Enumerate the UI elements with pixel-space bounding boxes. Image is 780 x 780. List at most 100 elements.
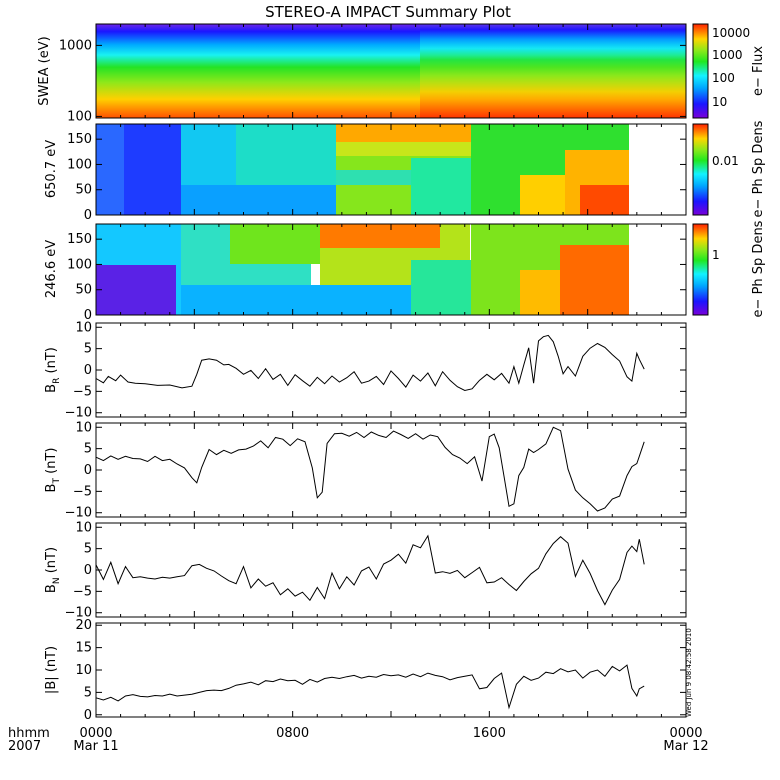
bmag-series-line xyxy=(95,664,645,710)
y-tick-label: 5 xyxy=(84,342,92,357)
y-tick-label: −10 xyxy=(65,506,92,521)
y-tick-label: 150 xyxy=(67,232,92,247)
swea-colorbar-tick: 10000 xyxy=(712,26,750,40)
pad650-colorbar-tick: 0.01 xyxy=(712,154,739,168)
pad246-heatmap xyxy=(96,224,629,315)
bt-ylabel-sub: T xyxy=(52,478,62,485)
y-tick-label: −5 xyxy=(73,484,92,499)
bn-ylabel-main: B xyxy=(44,584,59,593)
swea-colorbar xyxy=(692,23,709,119)
pad650-colorbar-label: e− Ph Sp Dens xyxy=(751,120,766,217)
swea-colorbar-tick: 1000 xyxy=(712,48,743,62)
pad246-colorbar-label: e− Ph Sp Dens xyxy=(751,220,766,317)
swea-panel: 100 1000 SWEA (eV) 10000 1000 100 10 e− F… xyxy=(37,23,766,124)
x-tick-label: 0800 xyxy=(276,726,309,741)
x-tick-label: 0000 xyxy=(669,726,702,741)
pad650-block xyxy=(96,124,124,215)
y-tick-label: 100 xyxy=(67,257,92,272)
y-tick-label: −10 xyxy=(65,406,92,421)
y-tick-label: −10 xyxy=(65,606,92,621)
pad650-block xyxy=(336,170,411,185)
br-ylabel-main: B xyxy=(44,384,59,393)
y-tick-label: 10 xyxy=(75,420,92,435)
pad650-panel: 0 50 100 150 650.7 eV 0.01 e− Ph Sp Dens xyxy=(44,120,766,223)
bn-ylabel: BN (nT) xyxy=(44,547,62,593)
br-ylabel: BR (nT) xyxy=(44,347,62,393)
y-tick-label: 10 xyxy=(75,520,92,535)
y-tick-label: −5 xyxy=(73,384,92,399)
y-tick-label: 20 xyxy=(75,618,92,633)
pad246-colorbar-tick: 1 xyxy=(712,248,720,262)
y-tick-label: 50 xyxy=(75,283,92,298)
pad650-block xyxy=(336,124,471,142)
swea-y-axis: 100 1000 xyxy=(59,38,686,124)
pad246-block xyxy=(560,245,629,315)
bn-ylabel-sub: N xyxy=(52,577,62,584)
y-tick-label: 10 xyxy=(75,320,92,335)
pad650-y-axis: 0 50 100 150 xyxy=(67,132,686,223)
pad650-block xyxy=(336,142,471,156)
y-tick-label: −5 xyxy=(73,584,92,599)
y-tick-label: 5 xyxy=(84,542,92,557)
y-tick-label: 1000 xyxy=(59,38,92,53)
swea-colorbar-label: e− Flux xyxy=(751,46,766,96)
y-tick-label: 0 xyxy=(84,208,92,223)
br-series-line xyxy=(95,334,645,392)
y-tick-label: 100 xyxy=(67,157,92,172)
pad246-block xyxy=(230,224,320,264)
pad246-panel: 0 50 100 150 246.6 eV 1 e− Ph Sp Dens xyxy=(44,220,766,323)
y-tick-label: 5 xyxy=(84,442,92,457)
plot-title: STEREO-A IMPACT Summary Plot xyxy=(265,3,511,21)
bt-ylabel: BT (nT) xyxy=(44,448,62,493)
y-tick-label: 10 xyxy=(75,663,92,678)
pad246-block xyxy=(181,285,411,315)
y-tick-label: 5 xyxy=(84,685,92,700)
y-tick-label: 50 xyxy=(75,183,92,198)
x-tick-date-label: Mar 11 xyxy=(73,739,118,754)
generation-timestamp: Wed Jun 9 08:42:58 2010 xyxy=(685,628,693,717)
y-tick-label: 0 xyxy=(84,708,92,723)
pad246-y-axis: 0 50 100 150 xyxy=(67,232,686,323)
time-axis-ticks xyxy=(95,24,687,717)
bn-series-line xyxy=(95,534,645,606)
y-tick-label: 15 xyxy=(75,641,92,656)
x-tick-label: 1600 xyxy=(473,726,506,741)
br-ylabel-unit: (nT) xyxy=(44,347,59,377)
pad650-heatmap xyxy=(96,124,629,215)
time-row1-label: hhmm xyxy=(8,726,50,741)
br-frame xyxy=(95,322,687,418)
bt-ylabel-main: B xyxy=(44,484,59,493)
bt-series-line xyxy=(95,426,645,512)
swea-ylabel: SWEA (eV) xyxy=(37,36,52,105)
pad650-colorbar xyxy=(692,123,709,216)
time-row2-label: 2007 xyxy=(8,739,41,754)
bmag-ylabel: |B| (nT) xyxy=(44,646,59,694)
pad650-block xyxy=(411,158,471,215)
br-ylabel-sub: R xyxy=(52,378,62,384)
swea-colorbar-tick: 100 xyxy=(712,71,735,85)
bn-frame xyxy=(95,522,687,618)
y-tick-label: 0 xyxy=(84,308,92,323)
pad246-block xyxy=(96,265,176,315)
swea-heatmap-late xyxy=(420,24,686,118)
bt-ylabel-unit: (nT) xyxy=(44,448,59,478)
y-tick-label: 0 xyxy=(84,463,92,478)
y-tick-label: 0 xyxy=(84,363,92,378)
x-tick-date-label: Mar 12 xyxy=(663,739,708,754)
pad246-block xyxy=(411,260,471,315)
pad246-ylabel: 246.6 eV xyxy=(44,240,59,298)
pad246-block xyxy=(320,224,440,248)
y-tick-label: 0 xyxy=(84,563,92,578)
x-tick-label: 0000 xyxy=(79,726,112,741)
bt-frame xyxy=(95,422,687,518)
swea-colorbar-tick: 10 xyxy=(712,95,727,109)
pad650-ylabel: 650.7 eV xyxy=(44,140,59,198)
pad246-colorbar xyxy=(692,223,709,316)
y-tick-label: 100 xyxy=(67,109,92,124)
bn-ylabel-unit: (nT) xyxy=(44,547,59,577)
y-tick-label: 150 xyxy=(67,132,92,147)
line-panel-series xyxy=(95,334,645,710)
